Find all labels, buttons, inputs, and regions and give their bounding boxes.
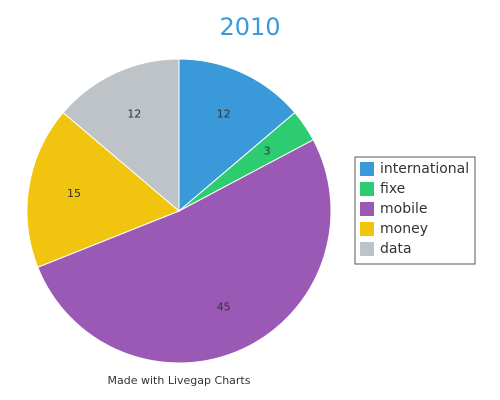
- legend-label: mobile: [380, 201, 427, 217]
- data-label: 12: [127, 107, 141, 120]
- legend-swatch: [360, 162, 374, 176]
- legend-swatch: [360, 182, 374, 196]
- data-label: 15: [67, 187, 81, 200]
- legend-box: [354, 156, 476, 265]
- data-label: 45: [217, 301, 231, 314]
- footer: Made with Livegap Charts: [108, 374, 251, 387]
- legend-label: international: [380, 161, 469, 177]
- legend-swatch: [360, 242, 374, 256]
- pie-slice: [62, 58, 180, 213]
- legend-label: money: [380, 221, 428, 237]
- legend-label: fixe: [380, 181, 405, 197]
- data-label: 3: [264, 144, 271, 157]
- chart-title: 2010: [219, 13, 280, 41]
- pie-slice: [26, 111, 180, 268]
- legend-swatch: [360, 222, 374, 236]
- data-label: 12: [217, 107, 231, 120]
- pie-slice: [178, 58, 296, 213]
- legend-label: data: [380, 241, 412, 257]
- pie-slice: [37, 139, 332, 364]
- legend-swatch: [360, 202, 374, 216]
